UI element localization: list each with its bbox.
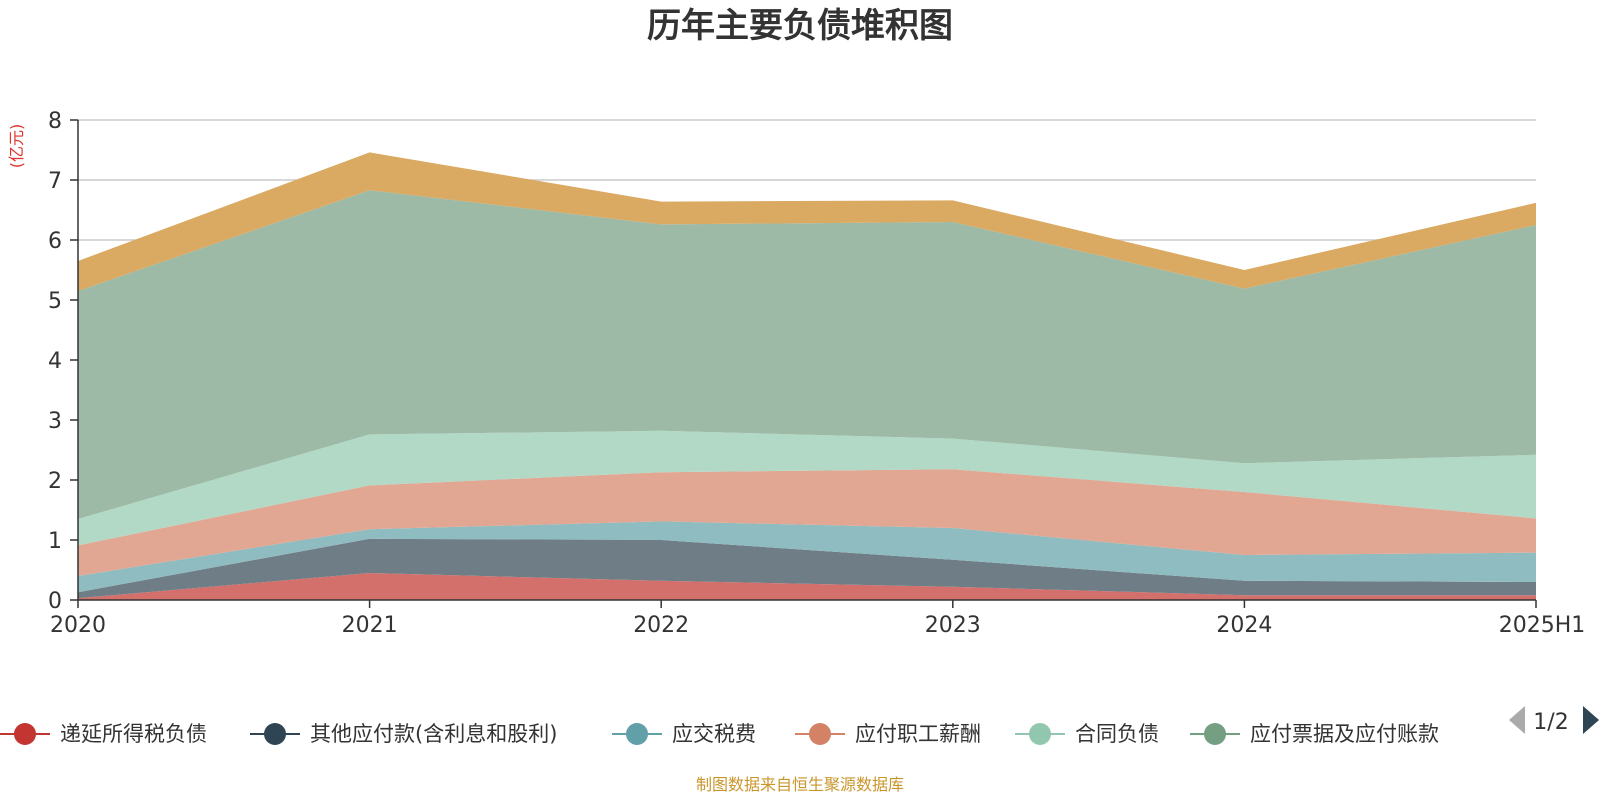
y-tick-label-4: 4	[48, 349, 62, 374]
legend-item-3[interactable]: 应交税费	[612, 722, 756, 746]
legend-item-2[interactable]: 其他应付款(含利息和股利)	[250, 722, 557, 746]
x-tick-label-2022: 2022	[633, 613, 689, 638]
area-series-group	[78, 152, 1536, 600]
y-tick-label-2: 2	[48, 469, 62, 494]
legend-item-5[interactable]: 合同负债	[1015, 722, 1159, 746]
area-series-1	[78, 573, 1536, 600]
legend-label: 应付职工薪酬	[855, 722, 981, 746]
legend-next-page-arrow-icon[interactable]	[1583, 706, 1599, 734]
x-tick-label-2023: 2023	[925, 613, 981, 638]
area-series-6	[78, 190, 1536, 519]
y-tick-label-8: 8	[48, 109, 62, 134]
area-series-4	[78, 469, 1536, 576]
x-tick-label-2024: 2024	[1216, 613, 1272, 638]
legend-circle-marker-icon	[626, 723, 648, 745]
y-tick-label-0: 0	[48, 589, 62, 614]
legend-page-indicator: 1/2	[1533, 710, 1568, 735]
legend-label: 递延所得税负债	[60, 722, 207, 746]
legend-label: 合同负债	[1075, 722, 1159, 746]
legend-circle-marker-icon	[1029, 723, 1051, 745]
y-tick-label-1: 1	[48, 529, 62, 554]
legend-circle-marker-icon	[1204, 723, 1226, 745]
legend: 递延所得税负债 其他应付款(含利息和股利) 应交税费 应付职工薪酬 合同负债 应付票据及应…	[0, 722, 1439, 746]
chart-title: 历年主要负债堆积图	[647, 6, 953, 46]
legend-label: 应付票据及应付账款	[1250, 722, 1439, 746]
area-series-5	[78, 430, 1536, 546]
area-series-7	[78, 152, 1536, 291]
x-tick-label-2025H1: 2025H1	[1499, 613, 1586, 638]
legend-item-6[interactable]: 应付票据及应付账款	[1190, 722, 1439, 746]
area-series-3	[78, 521, 1536, 593]
legend-item-1[interactable]: 递延所得税负债	[0, 722, 207, 746]
legend-label: 应交税费	[672, 722, 756, 746]
x-tick-label-2020: 2020	[50, 613, 106, 638]
legend-label: 其他应付款(含利息和股利)	[310, 722, 557, 746]
legend-circle-marker-icon	[14, 723, 36, 745]
legend-prev-page-arrow-icon[interactable]	[1509, 706, 1525, 734]
legend-circle-marker-icon	[809, 723, 831, 745]
y-tick-label-3: 3	[48, 409, 62, 434]
area-series-2	[78, 538, 1536, 599]
y-tick-label-6: 6	[48, 229, 62, 254]
legend-pager: 1/2	[1509, 706, 1599, 735]
y-tick-label-7: 7	[48, 169, 62, 194]
axes: 0 1 2 3 4 5 6 7 8 2020 2021 2022 2023 2024 2025H1	[48, 109, 1585, 638]
y-tick-label-5: 5	[48, 289, 62, 314]
x-tick-label-2021: 2021	[342, 613, 398, 638]
data-source-note: 制图数据来自恒生聚源数据库	[696, 775, 904, 794]
legend-circle-marker-icon	[264, 723, 286, 745]
legend-item-4[interactable]: 应付职工薪酬	[795, 722, 981, 746]
y-axis-unit-label: (亿元)	[7, 124, 26, 169]
